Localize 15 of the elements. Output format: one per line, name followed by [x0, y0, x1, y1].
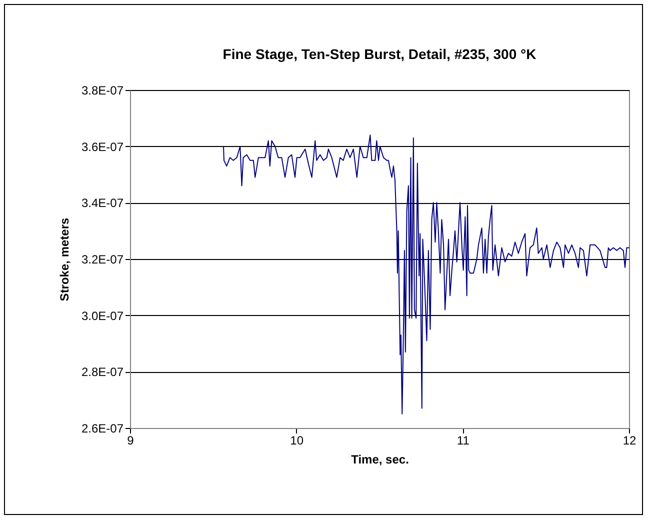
- x-tick-label: 9: [127, 434, 134, 448]
- x-axis-title: Time, sec.: [351, 452, 409, 466]
- chart-title: Fine Stage, Ten-Step Burst, Detail, #235, 300 °K: [222, 46, 536, 62]
- y-tick-label: 3.8E-07: [81, 84, 124, 98]
- x-tick-label: 11: [456, 434, 470, 448]
- y-tick-label: 3.6E-07: [81, 140, 124, 154]
- line-series: [222, 134, 630, 414]
- y-tick-label: 2.6E-07: [81, 422, 124, 436]
- y-tick-label: 3.4E-07: [81, 196, 124, 210]
- x-tick-label: 10: [290, 434, 304, 448]
- y-tick-label: 2.8E-07: [81, 365, 124, 380]
- x-tick-label: 12: [622, 434, 636, 448]
- y-tick-label: 3.0E-07: [81, 308, 124, 323]
- y-tick-label: 3.2E-07: [81, 252, 124, 266]
- y-axis-title: Stroke, meters: [57, 217, 72, 302]
